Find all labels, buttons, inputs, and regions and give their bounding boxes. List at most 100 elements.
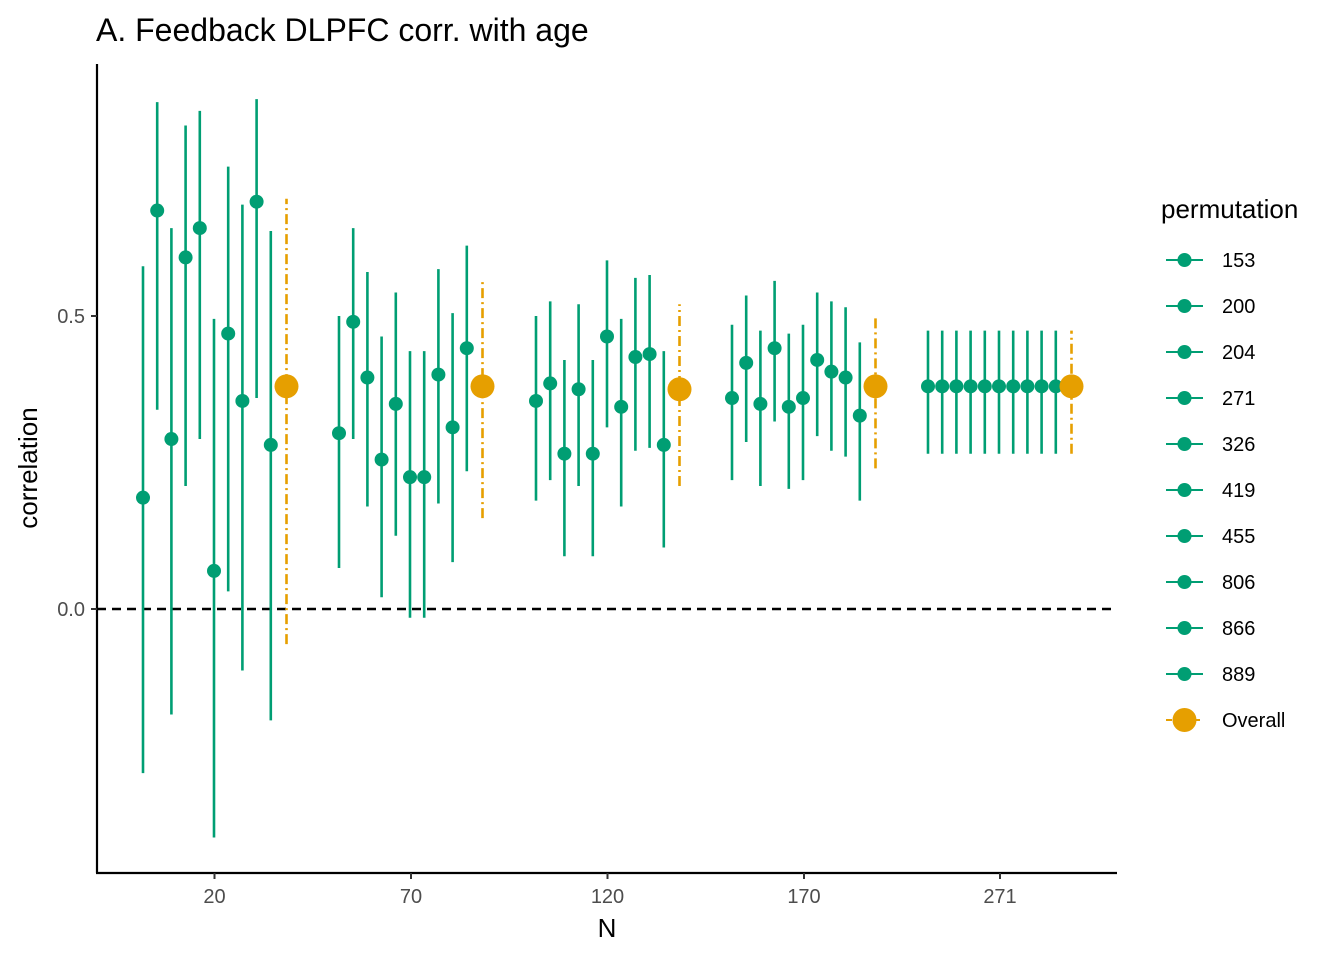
- group-N-271: [921, 330, 1084, 454]
- legend-item-866: 866: [1166, 618, 1255, 640]
- legend-label: 200: [1222, 296, 1255, 318]
- point-866: [249, 194, 264, 209]
- point-overall: [1059, 374, 1084, 399]
- legend-item-419: 419: [1166, 480, 1255, 502]
- legend-key-point: [1177, 667, 1192, 681]
- y-axis-ticks: 0.0 0.5: [57, 306, 97, 621]
- point-866: [1034, 379, 1049, 394]
- point-204: [557, 446, 572, 461]
- legend-label: 204: [1222, 342, 1255, 364]
- point-889: [1048, 379, 1063, 394]
- point-326: [585, 446, 600, 461]
- legend-item-overall: Overall: [1166, 708, 1285, 732]
- x-tick-label: 120: [591, 886, 624, 908]
- point-200: [150, 203, 165, 218]
- legend-key-point: [1177, 345, 1192, 359]
- point-455: [221, 326, 236, 341]
- legend-key-point: [1177, 621, 1192, 635]
- point-271: [178, 250, 193, 265]
- point-overall: [274, 374, 299, 399]
- point-overall: [667, 377, 692, 402]
- legend-item-326: 326: [1166, 434, 1255, 456]
- legend-label: Overall: [1222, 710, 1285, 732]
- point-455: [810, 352, 825, 367]
- legend-title: permutation: [1161, 194, 1298, 224]
- point-153: [332, 426, 346, 441]
- point-889: [263, 437, 278, 452]
- legend-label: 153: [1222, 250, 1255, 272]
- legend-label: 889: [1222, 664, 1255, 686]
- point-overall: [470, 374, 495, 399]
- legend-item-200: 200: [1166, 296, 1255, 318]
- point-200: [543, 376, 558, 391]
- point-419: [207, 563, 221, 578]
- legend-label: 326: [1222, 434, 1255, 456]
- point-326: [977, 379, 992, 394]
- group-N-120: [529, 260, 692, 557]
- point-806: [628, 350, 643, 365]
- legend-item-153: 153: [1166, 250, 1255, 272]
- legend-key-point: [1177, 253, 1192, 267]
- x-tick-label: 70: [400, 886, 422, 908]
- x-axis-ticks: 20 70 120 170 271: [203, 873, 1017, 908]
- point-326: [781, 399, 796, 414]
- legend-label: 271: [1222, 388, 1255, 410]
- point-200: [739, 355, 754, 370]
- chart-title: A. Feedback DLPFC corr. with age: [96, 12, 589, 48]
- x-tick-label: 170: [787, 886, 820, 908]
- point-806: [824, 364, 839, 379]
- legend-key-point: [1177, 529, 1192, 543]
- legend-key-point: [1177, 483, 1192, 497]
- point-271: [571, 382, 586, 397]
- x-tick-label: 20: [203, 886, 225, 908]
- point-889: [459, 341, 474, 356]
- legend-item-806: 806: [1166, 572, 1255, 594]
- point-overall: [863, 374, 888, 399]
- point-153: [136, 490, 150, 505]
- legend-item-271: 271: [1166, 388, 1255, 410]
- point-806: [1020, 379, 1035, 394]
- plot-area: [97, 99, 1115, 838]
- x-tick-label: 271: [983, 886, 1016, 908]
- y-axis-title: correlation: [13, 407, 43, 528]
- point-455: [614, 399, 629, 414]
- legend-label: 419: [1222, 480, 1255, 502]
- point-271: [374, 452, 389, 467]
- legend-key-point: [1177, 437, 1192, 451]
- point-419: [796, 391, 810, 406]
- point-200: [935, 379, 950, 394]
- point-419: [600, 329, 614, 344]
- legend: permutation 153 200 204 271 326 419 455 806 866 8…: [1161, 194, 1298, 732]
- legend-label: 806: [1222, 572, 1255, 594]
- y-tick-label: 0.5: [57, 306, 85, 328]
- legend-item-455: 455: [1166, 526, 1255, 548]
- point-806: [431, 367, 446, 382]
- legend-item-889: 889: [1166, 664, 1255, 686]
- point-806: [235, 393, 250, 408]
- point-455: [1006, 379, 1021, 394]
- point-326: [388, 396, 403, 411]
- legend-key-point: [1172, 708, 1197, 732]
- legend-key-point: [1177, 299, 1192, 313]
- group-N-70: [332, 228, 495, 618]
- legend-key-point: [1177, 391, 1192, 405]
- legend-items: 153 200 204 271 326 419 455 806 866 889 Overall: [1166, 250, 1285, 732]
- point-153: [529, 393, 543, 408]
- group-N-20: [136, 99, 299, 838]
- point-419: [403, 470, 417, 485]
- x-axis-title: N: [598, 913, 617, 943]
- point-153: [725, 391, 739, 406]
- point-271: [767, 341, 782, 356]
- point-204: [753, 396, 768, 411]
- point-419: [992, 379, 1006, 394]
- y-tick-label: 0.0: [57, 599, 85, 621]
- point-204: [949, 379, 964, 394]
- legend-label: 866: [1222, 618, 1255, 640]
- point-200: [346, 314, 361, 329]
- point-866: [838, 370, 853, 385]
- legend-label: 455: [1222, 526, 1255, 548]
- group-N-170: [725, 280, 888, 501]
- point-326: [192, 221, 207, 236]
- point-204: [360, 370, 375, 385]
